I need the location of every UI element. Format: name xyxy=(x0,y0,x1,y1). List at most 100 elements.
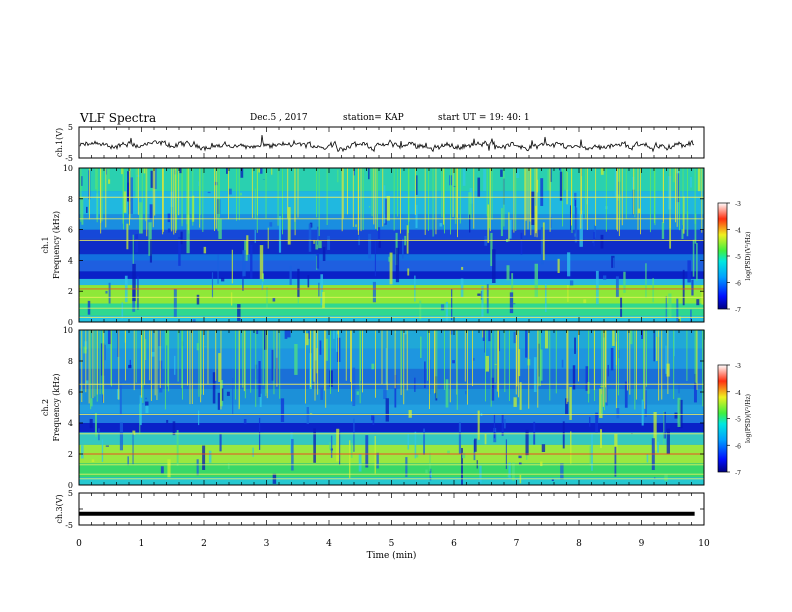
ch2-spectrogram-texture xyxy=(429,452,431,472)
ch2-spectrogram-texture xyxy=(196,459,199,476)
ch2-spectrogram-texture xyxy=(374,435,376,474)
ch1-spectrogram-texture xyxy=(148,222,152,256)
ch2-spectrogram-texture xyxy=(383,389,387,400)
ch2-spectrogram-band xyxy=(79,368,704,389)
ch1-spectrogram-colorbar-tick-label: -4 xyxy=(735,228,741,235)
figure-title: VLF Spectra xyxy=(80,111,157,125)
ch2-spectrogram-texture xyxy=(501,414,504,436)
ch2-spectrogram-texture xyxy=(259,393,262,408)
ch2-spectrogram-colorbar-tick-label: -6 xyxy=(735,443,741,450)
ch2-spectrogram-texture xyxy=(252,447,254,457)
ch2-spectrogram-texture xyxy=(544,330,549,349)
ch1-spectrogram-colorbar-tick-label: -6 xyxy=(735,281,741,288)
ch2-spectrogram-texture xyxy=(403,330,408,335)
ch1-spectrogram-texture xyxy=(336,169,339,183)
ch2-spectrogram-texture xyxy=(504,419,506,429)
x-tick-label: 4 xyxy=(326,539,332,549)
ch2-spectrogram-texture xyxy=(104,344,106,361)
ch2-spectrogram-texture xyxy=(585,366,589,391)
ch1-spectrogram-texture xyxy=(242,250,246,277)
ch2-spectrogram-texture xyxy=(540,461,543,467)
ch1-spectrogram-texture xyxy=(230,292,233,306)
ch2-spectrogram-texture xyxy=(291,438,294,471)
ch2-spectrogram-texture xyxy=(482,330,485,342)
ch1-spectrogram-texture xyxy=(378,240,381,248)
ch1-spectrogram-panel: 0 2 4 6 8 10 ch.1 Frequency (kHz) -3 -4 -5 -6 -7 log(… xyxy=(41,164,752,327)
ch1-spectrogram-texture xyxy=(453,185,457,187)
ch2-spectrogram-texture xyxy=(316,347,318,374)
ch2-spectrogram-texture xyxy=(83,346,87,354)
ch2-spectrogram-texture xyxy=(616,408,620,419)
ch2-spectrogram-texture xyxy=(614,434,618,455)
ch1-spectrogram-texture xyxy=(384,198,387,225)
ch2-spectrogram-texture xyxy=(219,380,223,407)
ch1-spectrogram-texture xyxy=(406,225,409,254)
ch1-spectrogram-texture xyxy=(121,168,124,175)
ch1-spectrogram-texture xyxy=(192,319,196,322)
ch1-spectrogram-band xyxy=(79,229,704,239)
ch2-spectrogram-texture xyxy=(450,330,453,335)
ch1-spectrogram-texture xyxy=(419,300,422,320)
ch2-spectrogram-texture xyxy=(518,462,522,465)
ch2-spectrogram-colorbar-label: log(PSD)(V²/Hz) xyxy=(745,394,752,443)
ch1-spectrogram-texture xyxy=(260,168,263,174)
ch1-spectrogram-ytick-label: 6 xyxy=(68,226,73,235)
ch1-spectrogram-texture xyxy=(123,191,127,213)
ch1-spectrogram-texture xyxy=(560,168,562,172)
ch2-spectrogram-texture xyxy=(333,330,335,339)
ch1-spectrogram-texture xyxy=(272,298,276,302)
ch2-spectrogram-texture xyxy=(159,360,163,393)
ch2-spectrogram-texture xyxy=(485,355,489,372)
ch1-spectrogram-texture xyxy=(696,299,700,306)
ch2-spectrogram-texture xyxy=(314,330,317,361)
ch2-spectrogram-texture xyxy=(474,438,477,452)
ch1-spectrogram-channel-label: ch.1 xyxy=(41,236,50,253)
ch1-spectrogram-texture xyxy=(534,263,539,298)
ch2-spectrogram-texture xyxy=(145,401,149,406)
ch1-spectrogram-texture xyxy=(415,204,418,229)
ch1-spectrogram-texture xyxy=(121,302,124,319)
ch3-ytick-label: 5 xyxy=(68,489,73,498)
ch2-spectrogram-texture xyxy=(525,429,529,456)
ch2-spectrogram-ylabel: Frequency (kHz) xyxy=(52,373,61,441)
ch1-spectrogram-texture xyxy=(86,206,88,213)
ch2-spectrogram-texture xyxy=(408,410,412,418)
ch2-spectrogram-texture xyxy=(664,474,668,482)
ch2-spectrogram-texture xyxy=(353,418,355,452)
ch2-spectrogram-texture xyxy=(607,364,609,377)
ch2-spectrogram-texture xyxy=(101,439,104,462)
ch2-spectrogram-texture xyxy=(424,361,426,389)
ch2-spectrogram-texture xyxy=(371,363,375,370)
x-tick-label: 9 xyxy=(639,539,645,549)
ch2-spectrogram-texture xyxy=(176,430,179,466)
ch2-spectrogram-texture xyxy=(674,412,678,419)
ch1-spectrogram-texture xyxy=(153,168,157,190)
ch2-spectrogram-texture xyxy=(255,330,259,335)
ch2-spectrogram-texture xyxy=(414,431,417,459)
ch3-ytick-label: -5 xyxy=(65,521,73,530)
ch2-spectrogram-colorbar-tick-label: -4 xyxy=(735,390,741,397)
ch2-spectrogram-texture xyxy=(665,345,667,374)
ch1-spectrogram-texture xyxy=(593,232,595,247)
ch1-spectrogram-texture xyxy=(383,185,386,224)
ch1-spectrogram-texture xyxy=(129,177,134,214)
ch2-spectrogram-texture xyxy=(654,477,656,479)
ch1-spectrogram-texture xyxy=(564,168,568,190)
ch1-spectrogram-texture xyxy=(105,169,107,175)
ch1-spectrogram-texture xyxy=(132,263,136,302)
ch1-spectrogram-texture xyxy=(508,219,512,239)
ch2-spectrogram-texture xyxy=(127,456,129,466)
ch2-spectrogram-texture xyxy=(589,416,591,427)
ch2-spectrogram-texture xyxy=(85,380,89,384)
ch2-spectrogram-texture xyxy=(570,431,572,464)
ch1-spectrogram-texture xyxy=(661,242,664,243)
ch2-spectrogram-texture xyxy=(219,434,222,452)
ch1-spectrogram-texture xyxy=(108,282,111,304)
ch2-spectrogram-band xyxy=(79,463,704,478)
ch1-spectrogram-texture xyxy=(368,168,370,180)
ch2-spectrogram-texture xyxy=(102,394,104,403)
ch1-spectrogram-ylabel: Frequency (kHz) xyxy=(52,211,61,279)
ch2-spectrogram-texture xyxy=(196,343,199,351)
ch1-spectrogram-texture xyxy=(226,168,228,174)
ch1-spectrogram-texture xyxy=(678,316,681,322)
